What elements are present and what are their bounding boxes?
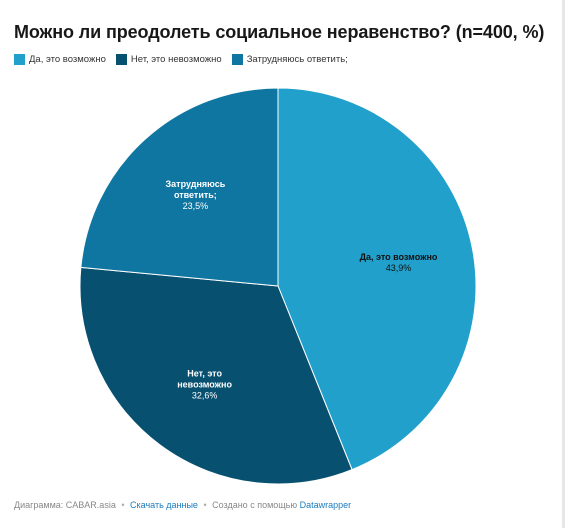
footer-separator: • <box>121 500 125 510</box>
pie-slice-unsure[interactable] <box>80 87 279 287</box>
slice-label-name: невозможно <box>177 379 232 389</box>
slice-label-name: Затрудняюсь <box>166 179 226 189</box>
legend-swatch-no <box>115 54 127 65</box>
legend-label-unsure: Затрудняюсь ответить; <box>246 54 348 65</box>
slice-label-name: ответить; <box>174 190 217 200</box>
legend-label-no: Нет, это невозможно <box>130 54 222 65</box>
legend-item-unsure: Затрудняюсь ответить; <box>231 54 348 65</box>
pie-labels: Да, это возможно 43,9% Нет, это невозможно 3… <box>166 179 438 400</box>
legend-label-yes: Да, это возможно <box>29 54 106 65</box>
chart-footer: Диаграмма: CABAR.asia • Скачать данные •… <box>14 500 351 510</box>
pie-slice-yes[interactable] <box>277 87 477 471</box>
footer-created-with: Создано с помощью <box>212 500 298 510</box>
pie-slice-no[interactable] <box>79 266 353 485</box>
download-data-link[interactable]: Скачать данные <box>130 500 198 510</box>
legend-item-yes: Да, это возможно <box>14 54 106 65</box>
legend-swatch-yes <box>14 54 25 65</box>
slice-label-no: Нет, это невозможно 32,6% <box>177 368 232 400</box>
datawrapper-link[interactable]: Datawrapper <box>299 500 352 510</box>
slice-label-value: 43,9% <box>386 263 412 273</box>
footer-source: Диаграмма: CABAR.asia <box>14 500 116 510</box>
slice-label-value: 23,5% <box>183 201 209 211</box>
chart-legend: Да, это возможно Нет, это невозможно Зат… <box>14 54 348 65</box>
legend-item-no: Нет, это невозможно <box>115 54 222 65</box>
chart-title: Можно ли преодолеть социальное неравенст… <box>14 22 545 42</box>
pie-slices <box>79 87 477 485</box>
slice-label-value: 32,6% <box>192 390 218 400</box>
footer-separator: • <box>203 500 207 510</box>
page-divider <box>562 0 565 528</box>
slice-label-yes: Да, это возможно 43,9% <box>360 252 438 273</box>
slice-label-unsure: Затрудняюсь ответить; 23,5% <box>166 179 226 211</box>
slice-label-name: Да, это возможно <box>360 252 438 262</box>
slice-label-name: Нет, это <box>187 368 222 378</box>
legend-swatch-unsure <box>231 54 243 65</box>
